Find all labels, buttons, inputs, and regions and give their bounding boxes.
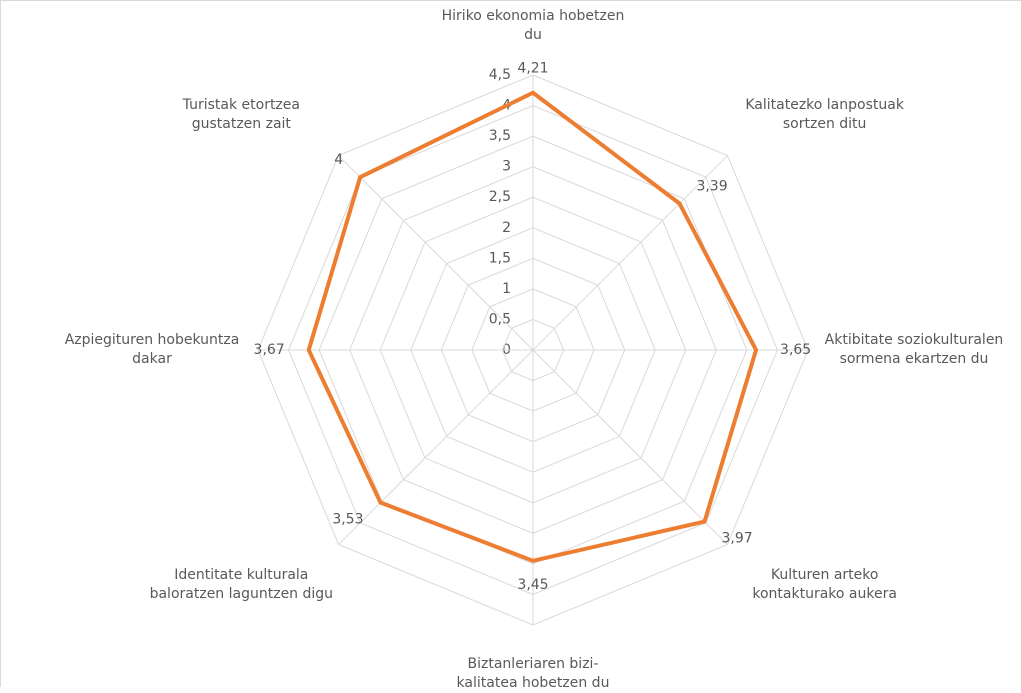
category-label: Hiriko ekonomia hobetzen du <box>438 7 628 45</box>
category-label: Identitate kulturala baloratzen laguntze… <box>146 566 336 604</box>
r-tick-label: 3,5 <box>489 128 511 144</box>
data-label: 4 <box>334 152 343 168</box>
data-label: 3,67 <box>254 342 285 358</box>
r-tick-label: 1,5 <box>489 250 511 266</box>
spoke <box>533 350 727 544</box>
data-label: 3,53 <box>332 512 363 528</box>
data-label: 3,97 <box>722 531 753 547</box>
r-tick-label: 1 <box>502 281 511 297</box>
data-label: 3,65 <box>780 342 811 358</box>
category-label: Azpiegituren hobekuntza dakar <box>57 331 247 369</box>
category-label: Biztanleriaren bizi-kalitatea hobetzen d… <box>438 655 628 693</box>
category-label: Kalitatezko lanpostuak sortzen ditu <box>730 96 920 134</box>
category-label: Kulturen arteko kontakturako aukera <box>730 566 920 604</box>
data-label: 3,45 <box>517 577 548 593</box>
data-label: 4,21 <box>517 61 548 77</box>
r-tick-label: 2 <box>502 220 511 236</box>
category-label: Aktibitate soziokulturalen sormena ekart… <box>819 331 1009 369</box>
spoke <box>339 350 533 544</box>
category-label: Turistak etortzea gustatzen zait <box>146 96 336 134</box>
r-tick-label: 4,5 <box>489 67 511 83</box>
r-tick-label: 3 <box>502 159 511 175</box>
r-tick-label: 2,5 <box>489 189 511 205</box>
data-label: 3,39 <box>696 179 727 195</box>
